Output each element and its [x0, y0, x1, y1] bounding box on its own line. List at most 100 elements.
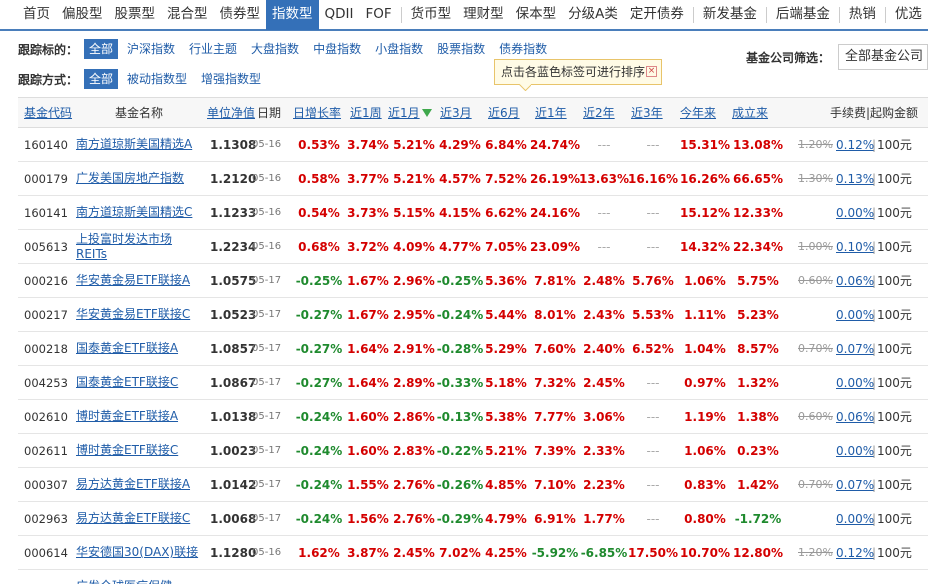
nav-date: 05-16: [252, 139, 282, 150]
table-row: 000307 易方达黄金ETF联接A 1.0142 05-17 -0.24% 1.55% 2…: [18, 468, 928, 502]
discount-fee-link[interactable]: 0.00%: [836, 443, 875, 458]
fund-name-link[interactable]: 广发全球医疗保健: [76, 579, 172, 584]
return-m6: 6.62%: [485, 205, 527, 220]
tracking-target-tag[interactable]: 债券指数: [499, 42, 548, 56]
header-3y[interactable]: 近3年: [631, 106, 663, 120]
discount-fee-link[interactable]: 0.00%: [836, 205, 875, 220]
fund-name-link[interactable]: 广发美国房地产指数: [76, 171, 185, 185]
discount-fee-link[interactable]: 0.07%: [836, 341, 875, 356]
fund-name-cell: 国泰黄金ETF联接C: [76, 366, 201, 399]
header-2y[interactable]: 近2年: [583, 106, 615, 120]
return-y3: 6.52%: [632, 341, 674, 356]
discount-fee-link[interactable]: 0.12%: [836, 545, 875, 560]
nav-fixed-open-bond[interactable]: 定开债券: [629, 6, 684, 22]
fund-code: 160141: [24, 205, 68, 220]
discount-fee-link[interactable]: 0.13%: [836, 171, 875, 186]
discount-fee-link[interactable]: 0.10%: [836, 239, 875, 254]
table-row: 广发全球医疗保健: [18, 570, 928, 584]
nav-index[interactable]: 指数型: [266, 0, 319, 30]
nav-capital-guaranteed[interactable]: 保本型: [515, 6, 557, 22]
return-ytd: 15.31%: [680, 137, 730, 152]
return-y3: 16.16%: [628, 171, 678, 186]
return-y1: 24.16%: [530, 205, 580, 220]
table-row: 002611 博时黄金ETF联接C 1.0023 05-17 -0.24% 1.60% 2.…: [18, 434, 928, 468]
return-m6: [483, 570, 529, 584]
discount-fee-link[interactable]: 0.00%: [836, 375, 875, 390]
header-1m-wrap[interactable]: 近1月: [388, 98, 432, 127]
nav-stock-biased[interactable]: 偏股型: [62, 6, 103, 22]
header-ytd[interactable]: 今年来: [680, 106, 717, 120]
tracking-target-tag[interactable]: 中盘指数: [313, 42, 362, 56]
fund-company-select[interactable]: 全部基金公司: [838, 44, 928, 70]
return-w1: 1.67%: [347, 273, 389, 288]
header-1m[interactable]: 近1月: [388, 106, 420, 120]
nav-back-end[interactable]: 后端基金: [775, 6, 830, 22]
nav-new-funds[interactable]: 新发基金: [702, 6, 757, 22]
header-1w[interactable]: 近1周: [350, 106, 382, 120]
discount-fee-link[interactable]: 0.06%: [836, 409, 875, 424]
return-y3: 5.76%: [632, 273, 674, 288]
fund-name-link[interactable]: 易方达黄金ETF联接C: [76, 511, 191, 525]
discount-fee-link[interactable]: 0.00%: [836, 307, 875, 322]
fund-name-link[interactable]: 华安德国30(DAX)联接: [76, 545, 199, 559]
fund-name-link[interactable]: 华安黄金易ETF联接A: [76, 273, 191, 287]
fund-name-link[interactable]: 博时黄金ETF联接A: [76, 409, 179, 423]
header-nav[interactable]: 单位净值: [207, 106, 256, 120]
return-y1: 7.60%: [534, 341, 576, 356]
tracking-method-tag[interactable]: 全部: [84, 69, 119, 89]
close-icon[interactable]: ×: [646, 66, 657, 77]
tracking-target-tag[interactable]: 沪深指数: [127, 42, 176, 56]
discount-fee-link[interactable]: 0.07%: [836, 477, 875, 492]
tracking-target-tag[interactable]: 全部: [84, 39, 119, 59]
original-fee: 1.20%: [798, 138, 833, 151]
header-6m[interactable]: 近6月: [488, 106, 520, 120]
header-since[interactable]: 成立来: [732, 106, 769, 120]
fund-name-link[interactable]: 易方达黄金ETF联接A: [76, 477, 191, 491]
header-daily[interactable]: 日增长率: [293, 106, 342, 120]
nav-graded-a[interactable]: 分级A类: [568, 6, 618, 22]
header-3m[interactable]: 近3月: [440, 106, 472, 120]
return-daily: -0.27%: [295, 341, 343, 356]
return-m6: 5.18%: [485, 375, 527, 390]
tracking-target-tag[interactable]: 股票指数: [437, 42, 486, 56]
return-ytd: 15.12%: [680, 205, 730, 220]
discount-fee-link[interactable]: 0.12%: [836, 137, 875, 152]
tracking-target-tag[interactable]: 小盘指数: [375, 42, 424, 56]
tracking-method-tag[interactable]: 增强指数型: [201, 72, 262, 86]
return-y1: 24.74%: [530, 137, 580, 152]
nav-wealth[interactable]: 理财型: [463, 6, 504, 22]
nav-money[interactable]: 货币型: [410, 6, 452, 22]
table-row: 000217 华安黄金易ETF联接C 1.0523 05-17 -0.27% 1.67% 2…: [18, 298, 928, 332]
nav-home[interactable]: 首页: [23, 6, 50, 22]
tracking-method-label: 跟踪方式：: [18, 72, 79, 87]
nav-date: 05-17: [252, 513, 282, 524]
fund-name-link[interactable]: 国泰黄金ETF联接C: [76, 375, 179, 389]
return-y3: ---: [646, 205, 660, 220]
fund-code: 000216: [24, 273, 68, 288]
nav-qdii[interactable]: QDII: [324, 6, 354, 22]
fund-company-label: 基金公司筛选：: [745, 50, 830, 65]
table-body: 160140 南方道琼斯美国精选A 1.1308 05-16 0.53% 3.74% 5.2…: [18, 128, 928, 584]
discount-fee-link[interactable]: 0.06%: [836, 273, 875, 288]
fund-name-link[interactable]: 上投富时发达市场REITs: [76, 231, 173, 261]
tracking-target-tag[interactable]: 大盘指数: [251, 42, 300, 56]
fund-name-link[interactable]: 南方道琼斯美国精选A: [76, 137, 193, 151]
nav-hot[interactable]: 热销: [848, 6, 876, 22]
header-date: 日期: [257, 106, 282, 120]
tracking-target-tag[interactable]: 行业主题: [189, 42, 238, 56]
fund-name-link[interactable]: 博时黄金ETF联接C: [76, 443, 179, 457]
nav-bond[interactable]: 债券型: [219, 6, 261, 22]
fund-name-link[interactable]: 华安黄金易ETF联接C: [76, 307, 191, 321]
discount-fee-link[interactable]: 0.00%: [836, 511, 875, 526]
header-1y[interactable]: 近1年: [535, 106, 567, 120]
nav-hybrid[interactable]: 混合型: [167, 6, 208, 22]
fund-name-link[interactable]: 国泰黄金ETF联接A: [76, 341, 179, 355]
fee-divider: |: [872, 443, 877, 458]
nav-selected[interactable]: 优选: [894, 6, 922, 22]
header-code[interactable]: 基金代码: [24, 106, 73, 120]
fund-name-link[interactable]: 南方道琼斯美国精选C: [76, 205, 193, 219]
nav-fof[interactable]: FOF: [365, 6, 392, 22]
tracking-method-tag[interactable]: 被动指数型: [127, 72, 188, 86]
nav-stock[interactable]: 股票型: [114, 6, 156, 22]
min-purchase: 100元: [877, 546, 912, 560]
